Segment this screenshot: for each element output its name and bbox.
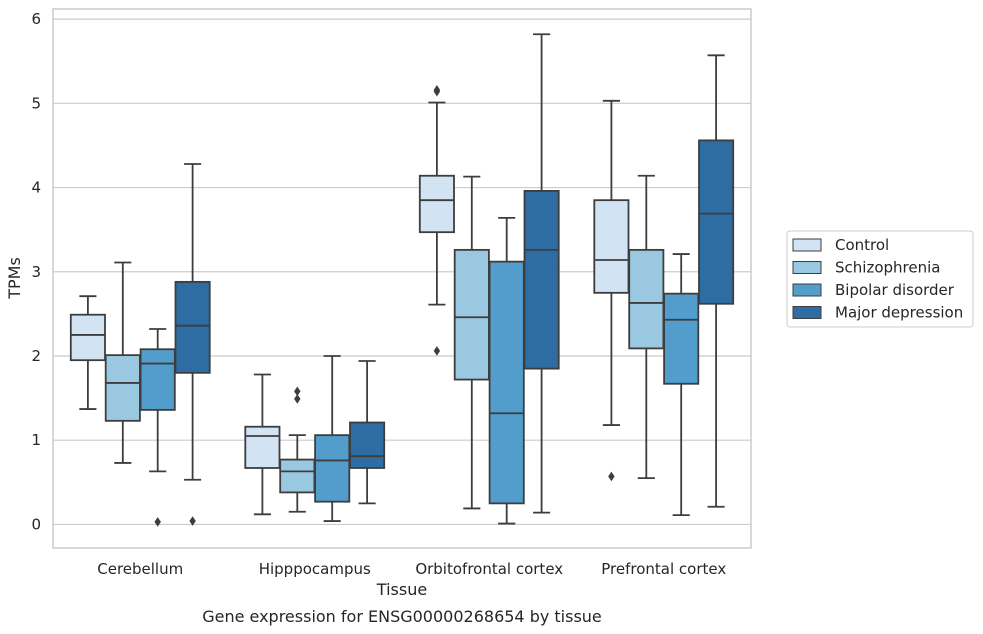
box-control bbox=[593, 99, 630, 482]
outlier-point bbox=[189, 516, 196, 526]
outlier-point bbox=[433, 346, 441, 356]
interquartile-box bbox=[698, 139, 735, 305]
outlier-point bbox=[608, 471, 615, 482]
outlier-point bbox=[433, 86, 441, 97]
legend-swatch bbox=[792, 261, 822, 274]
box-major-depression bbox=[523, 33, 560, 514]
legend-label: Major depression bbox=[835, 304, 963, 322]
interquartile-box bbox=[279, 458, 316, 494]
interquartile-box bbox=[244, 425, 281, 469]
legend-swatch bbox=[792, 283, 822, 297]
outlier-point bbox=[294, 394, 301, 404]
y-tick-label: 5 bbox=[31, 94, 41, 112]
y-tick-label: 4 bbox=[31, 179, 41, 197]
interquartile-box bbox=[69, 313, 106, 362]
outlier-point bbox=[294, 386, 301, 397]
x-tick-labels: Cerebellum Hipppocampus Orbitofrontal cort… bbox=[97, 560, 726, 578]
interquartile-box bbox=[453, 248, 490, 381]
legend-frame bbox=[786, 230, 974, 328]
x-tick-label: Cerebellum bbox=[97, 560, 183, 578]
outlier-point bbox=[154, 517, 161, 527]
y-tick-label: 2 bbox=[31, 347, 41, 365]
interquartile-box bbox=[663, 292, 700, 385]
y-tick-label: 3 bbox=[31, 263, 41, 281]
box-bipolar-disorder bbox=[488, 216, 525, 525]
y-axis-label: TPMs bbox=[5, 257, 24, 300]
plot-area-frame bbox=[52, 8, 752, 549]
box-bipolar-disorder bbox=[663, 253, 700, 517]
interquartile-box bbox=[174, 280, 211, 374]
x-axis-label: Tissue bbox=[376, 580, 427, 599]
box-control bbox=[418, 85, 455, 356]
box-bipolar-disorder bbox=[314, 355, 351, 522]
legend-label: Schizophrenia bbox=[835, 259, 940, 277]
interquartile-box bbox=[418, 174, 455, 234]
x-tick-label: Orbitofrontal cortex bbox=[415, 560, 563, 578]
interquartile-box bbox=[139, 348, 176, 411]
interquartile-box bbox=[488, 260, 525, 505]
y-tick-label: 6 bbox=[31, 10, 41, 28]
box-series bbox=[69, 33, 735, 527]
chart-caption: Gene expression for ENSG00000268654 by t… bbox=[202, 607, 602, 626]
interquartile-box bbox=[104, 354, 141, 422]
x-tick-label: Prefrontal cortex bbox=[601, 560, 726, 578]
box-control bbox=[69, 295, 106, 410]
box-major-depression bbox=[349, 360, 386, 505]
legend: Control Schizophrenia Bipolar disorder Majo… bbox=[786, 230, 974, 328]
y-tick-labels: 0 1 2 3 4 5 6 bbox=[31, 10, 41, 533]
box-major-depression bbox=[698, 54, 735, 508]
y-tick-label: 1 bbox=[31, 431, 41, 449]
interquartile-box bbox=[314, 434, 351, 503]
interquartile-box bbox=[628, 248, 665, 350]
box-schizophrenia bbox=[279, 386, 316, 513]
x-tick-label: Hipppocampus bbox=[259, 560, 371, 578]
y-tick-label: 0 bbox=[31, 515, 41, 533]
box-schizophrenia bbox=[628, 174, 665, 479]
legend-swatch bbox=[792, 238, 822, 252]
interquartile-box bbox=[593, 199, 630, 294]
box-control bbox=[244, 373, 281, 516]
legend-label: Bipolar disorder bbox=[835, 281, 955, 299]
interquartile-box bbox=[523, 190, 560, 370]
box-major-depression bbox=[174, 163, 211, 526]
box-schizophrenia bbox=[453, 175, 490, 510]
legend-label: Control bbox=[835, 236, 889, 254]
legend-swatch bbox=[792, 306, 822, 319]
box-bipolar-disorder bbox=[139, 328, 176, 527]
box-schizophrenia bbox=[104, 261, 141, 464]
interquartile-box bbox=[349, 421, 386, 469]
